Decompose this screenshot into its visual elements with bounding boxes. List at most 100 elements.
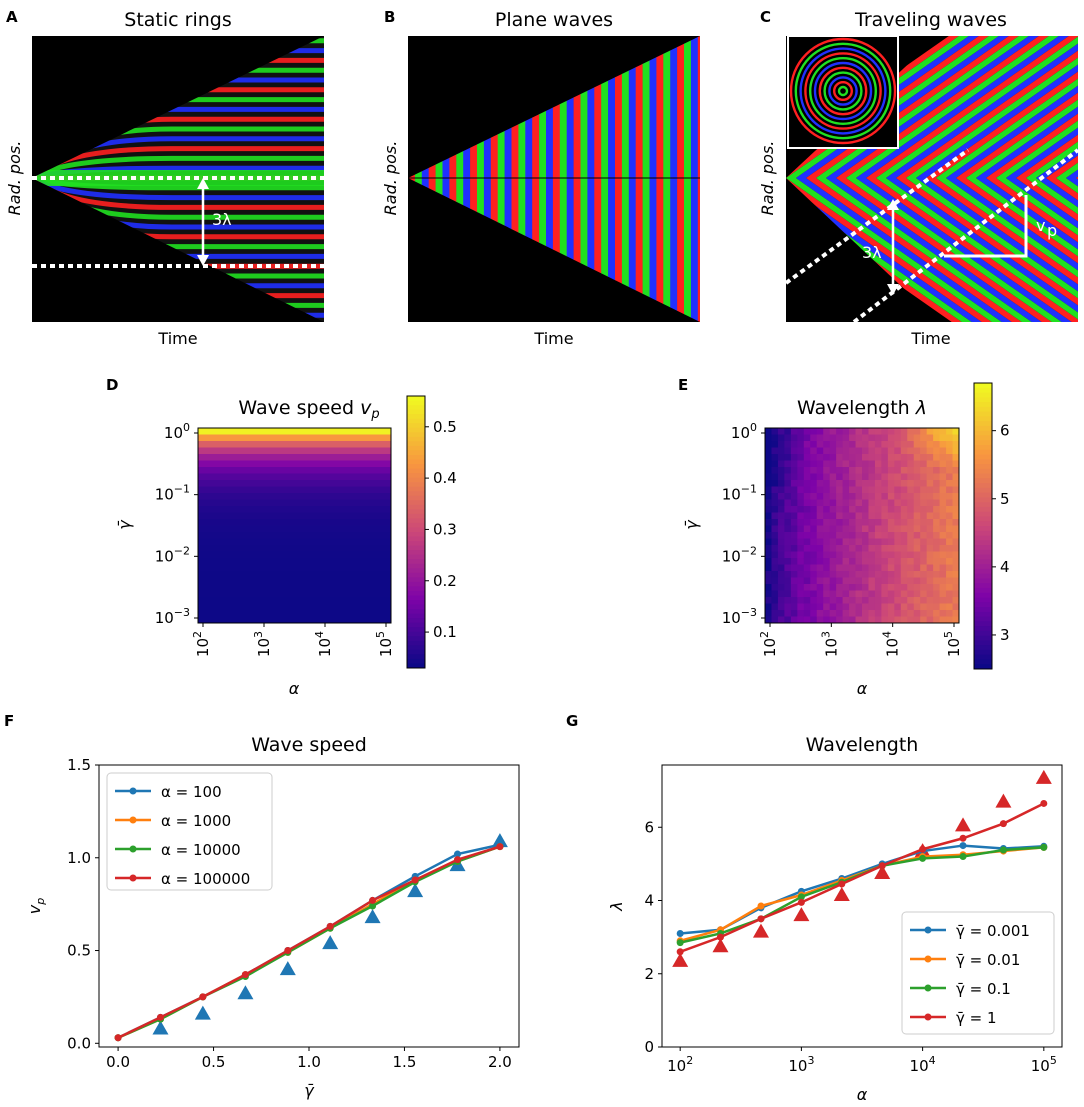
panel-e-heat-cell [913, 473, 921, 481]
panel-g-xtick-label-exponent: 3 [807, 1054, 814, 1067]
panel-e-heat-cell [810, 428, 818, 435]
panel-e-heat-cell [874, 512, 882, 520]
panel-e-heat-cell [797, 610, 805, 617]
panel-e-heat-cell [765, 441, 772, 448]
panel-d-heat-cell [198, 610, 391, 617]
panel-d-colorbar-step [407, 441, 425, 447]
panel-e-heat-cell [952, 564, 960, 572]
panel-c-inset-ring [828, 76, 858, 106]
panel-e-heat-cell [881, 603, 889, 611]
panel-e-heat-cell [790, 558, 798, 565]
panel-f-legend-frame [106, 772, 273, 891]
panel-g-series-point [676, 939, 684, 947]
panel-g-series-point [1040, 843, 1048, 851]
panel-c-inset-ring [823, 71, 863, 111]
panel-e-heat-cell [829, 460, 837, 468]
panel-d-heat-cell [198, 486, 391, 494]
panel-e-heat-cell [946, 525, 954, 533]
panel-e-heat-cell [784, 493, 792, 500]
panel-g-triangle-marker [712, 938, 729, 953]
panel-e-heat-cell [784, 558, 792, 565]
panel-e-heat-cell [874, 499, 882, 507]
panel-b-stripe [483, 36, 492, 322]
panel-b-stripe [511, 36, 519, 322]
panel-e-heat-cell [810, 597, 818, 604]
panel-e-heat-cell [777, 584, 785, 591]
panel-e-heat-cell [816, 610, 824, 617]
panel-c-chevron-upper [866, 36, 1078, 178]
panel-e-heat-cell [887, 499, 895, 507]
panel-e-heat-cell [803, 532, 811, 539]
panel-d-colorbar-step [407, 622, 425, 628]
panel-f-legend-label: α = 1000 [161, 812, 231, 830]
panel-e-colorbar-step [974, 654, 992, 660]
panel-e-heat-cell [894, 603, 902, 611]
panel-e-heat-cell [842, 571, 850, 578]
panel-e-heat-cell [765, 512, 772, 520]
panel-letter-d: D [106, 376, 118, 394]
panel-e-heat-cell [907, 499, 915, 507]
panel-e-colorbar-step [974, 659, 992, 665]
panel-e-heat-cell [803, 519, 811, 526]
panel-e-heat-cell [842, 610, 850, 617]
panel-e-heat-cell [874, 454, 882, 461]
panel-e-heat-cell [849, 428, 857, 435]
panel-e-heat-cell [920, 493, 928, 500]
panel-e-heat-cell [784, 486, 792, 494]
panel-d-colorbar-step [407, 486, 425, 492]
panel-e-heat-cell [797, 434, 805, 442]
panel-d-xtick-label-exponent: 4 [313, 631, 326, 638]
panel-e-heat-cell [920, 428, 928, 435]
panel-e-heat-cell [803, 473, 811, 481]
panel-e-heat-cell [933, 512, 941, 520]
panel-e-heat-cell [939, 558, 947, 565]
panel-e-heat-cell [855, 525, 863, 533]
panel-e-heat-cell [933, 532, 941, 539]
panel-e-heat-cell [862, 564, 869, 572]
panel-e-colorbar-step [974, 554, 992, 560]
panel-d-ytick-label-exponent: 0 [183, 421, 190, 434]
panel-e-heat-cell [868, 434, 876, 442]
panel-d-title: Wave speed vp [238, 397, 379, 422]
panel-letter-a: A [6, 8, 18, 26]
panel-d-colorbar-step [407, 590, 425, 596]
panel-e-heat-cell [907, 564, 915, 572]
panel-e-heat-cell [784, 532, 792, 539]
panel-e-heat-cell [933, 428, 941, 435]
panel-e-heat-cell [926, 603, 934, 611]
panel-e-heat-cell [816, 597, 824, 604]
panel-e-heat-cell [946, 447, 954, 455]
panel-e-heat-cell [855, 590, 863, 598]
panel-e-heat-cell [894, 610, 902, 617]
panel-d-ylabel: γ̄ [115, 519, 134, 530]
panel-e-heat-cell [777, 454, 785, 461]
panel-e-heat-cell [810, 525, 818, 533]
panel-e-heat-cell [765, 584, 772, 591]
panel-e-heat-cell [874, 564, 882, 572]
panel-e-heat-cell [926, 441, 934, 448]
panel-e-heat-cell [771, 577, 779, 585]
panel-e-colorbar-step [974, 444, 992, 451]
panel-e-heat-cell [784, 545, 792, 552]
panel-f-legend-marker [129, 874, 137, 882]
panel-e-heat-cell [862, 441, 869, 448]
panel-d-xtick-label: 102 [191, 631, 212, 657]
panel-e-heat-cell [933, 441, 941, 448]
panel-e-heat-cell [862, 512, 869, 520]
panel-e-heat-cell [816, 499, 824, 507]
panel-e-heat-cell [836, 551, 844, 559]
panel-e-heat-cell [790, 603, 798, 611]
panel-e-heat-cell [855, 616, 863, 624]
panel-e-heat-cell [823, 460, 831, 468]
panel-e-heat-cell [790, 486, 798, 494]
panel-e-heat-cell [887, 545, 895, 552]
panel-e-heat-cell [842, 519, 850, 526]
panel-e-heat-cell [881, 571, 889, 578]
panel-e-heat-cell [913, 558, 921, 565]
panel-e-xtick-label-exponent: 5 [942, 631, 955, 638]
panel-e-heat-cell [881, 558, 889, 565]
panel-e-heat-cell [881, 460, 889, 468]
panel-e-heatmap [765, 428, 960, 624]
panel-e-heat-cell [810, 590, 818, 598]
panel-e-heat-cell [952, 603, 960, 611]
